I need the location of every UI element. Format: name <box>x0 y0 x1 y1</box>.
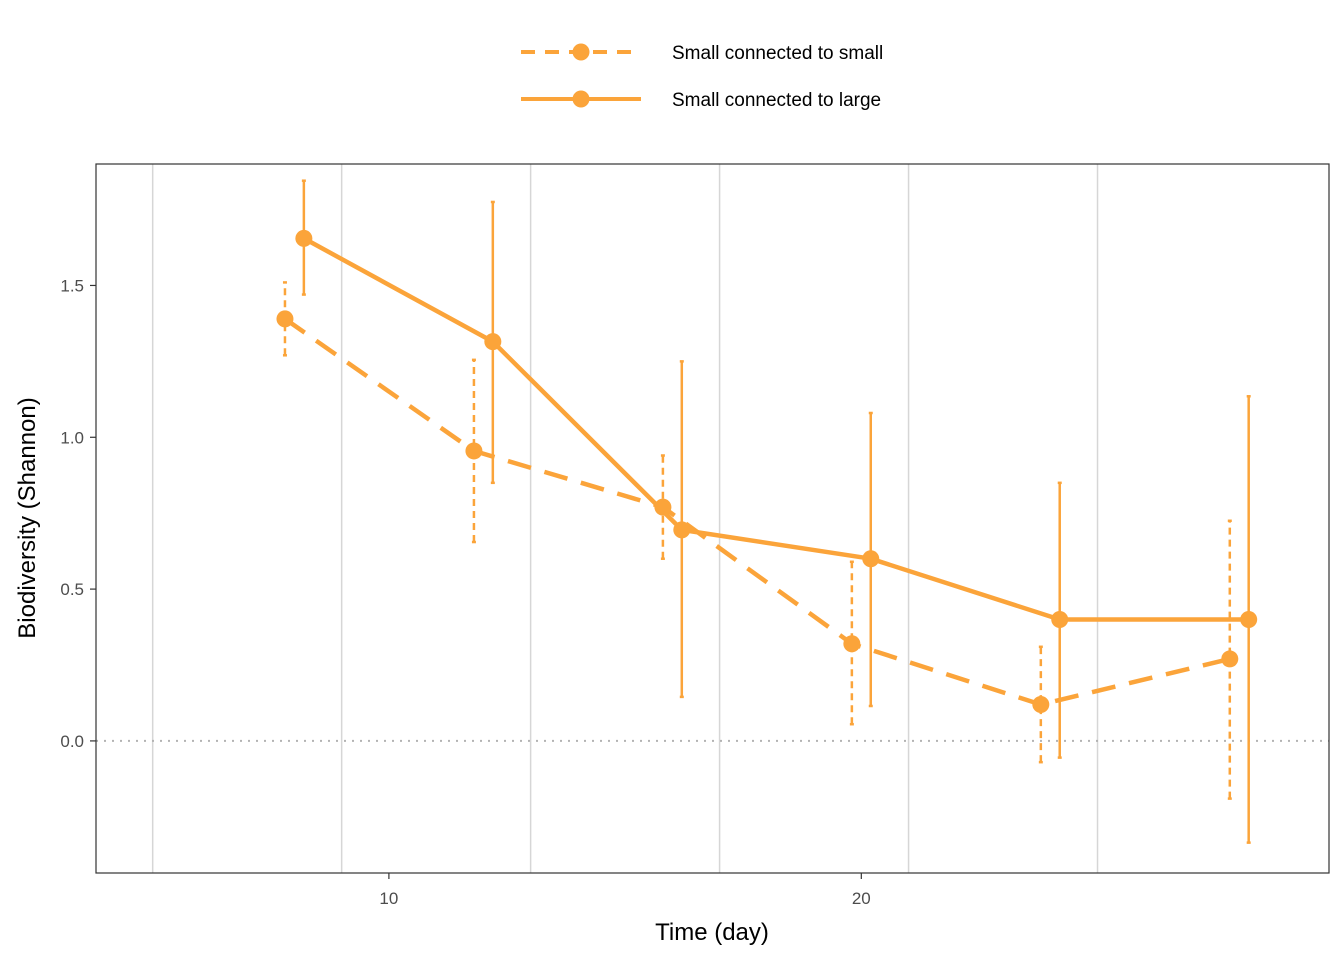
legend-label-small-to-small: Small connected to small <box>672 43 883 64</box>
gridlines <box>151 164 1099 873</box>
x-tick-label: 20 <box>852 889 871 908</box>
y-tick-label: 0.5 <box>60 580 84 599</box>
legend-label-small-to-large: Small connected to large <box>672 90 881 111</box>
y-tick-label: 1.5 <box>60 276 84 295</box>
series-layer <box>276 179 1258 844</box>
x-axis: 10 20 <box>379 873 871 908</box>
data-point <box>843 635 861 653</box>
data-point <box>1221 650 1239 668</box>
data-point <box>654 498 672 516</box>
data-point <box>1032 695 1050 713</box>
data-point <box>465 442 483 460</box>
y-tick-label: 0.0 <box>60 732 84 751</box>
data-point <box>276 310 294 328</box>
x-tick-label: 10 <box>379 889 398 908</box>
panel-border <box>95 163 1330 874</box>
data-point <box>1051 610 1069 628</box>
data-point <box>673 521 691 539</box>
y-axis: 0.0 0.5 1.0 1.5 <box>60 276 96 751</box>
data-point <box>862 550 880 568</box>
legend-key-point <box>572 90 590 108</box>
series-small-to-small <box>276 281 1239 800</box>
data-point <box>295 229 313 247</box>
legend: Small connected to small Small connected… <box>521 43 883 111</box>
series-line <box>302 236 1249 622</box>
legend-item-small-to-large: Small connected to large <box>521 90 881 111</box>
data-point <box>1240 610 1258 628</box>
y-tick-label: 1.0 <box>60 428 84 447</box>
x-axis-title: Time (day) <box>655 919 769 946</box>
y-axis-title: Biodiversity (Shannon) <box>14 397 41 638</box>
series-small-to-large <box>295 179 1258 844</box>
legend-item-small-to-small: Small connected to small <box>521 43 883 64</box>
plot-panel <box>95 163 1330 874</box>
series-line <box>283 317 1231 707</box>
panel-background <box>96 164 1329 873</box>
legend-key-point <box>572 43 590 61</box>
data-point <box>484 333 502 351</box>
